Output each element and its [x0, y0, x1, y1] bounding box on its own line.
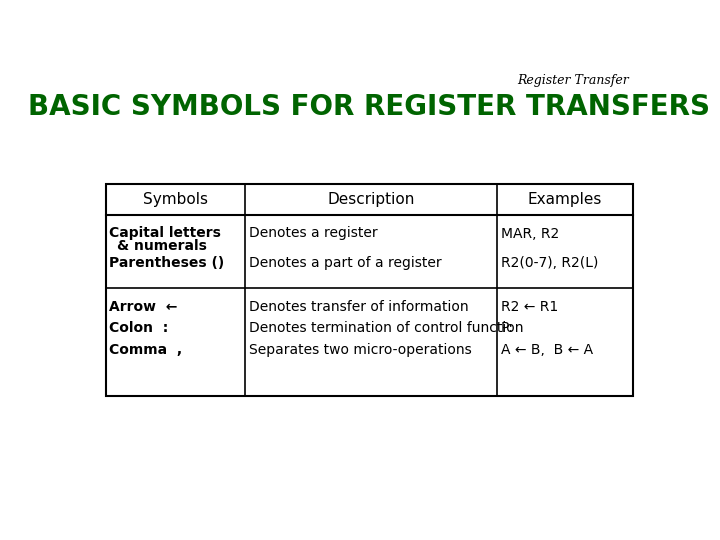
Text: P:: P: — [500, 321, 514, 335]
Text: Denotes a register: Denotes a register — [249, 226, 377, 240]
Text: & numerals: & numerals — [117, 239, 207, 253]
Text: Capital letters: Capital letters — [109, 226, 221, 240]
Text: Examples: Examples — [528, 192, 602, 207]
Text: Denotes termination of control function: Denotes termination of control function — [249, 321, 523, 335]
Text: Denotes a part of a register: Denotes a part of a register — [249, 256, 441, 270]
Text: Arrow  ←: Arrow ← — [109, 300, 178, 314]
Text: A ← B,  B ← A: A ← B, B ← A — [500, 343, 593, 357]
Text: BASIC SYMBOLS FOR REGISTER TRANSFERS: BASIC SYMBOLS FOR REGISTER TRANSFERS — [28, 93, 710, 121]
Text: Separates two micro-operations: Separates two micro-operations — [249, 343, 472, 357]
Text: Denotes transfer of information: Denotes transfer of information — [249, 300, 469, 314]
Text: Comma  ,: Comma , — [109, 343, 182, 357]
Text: MAR, R2: MAR, R2 — [500, 226, 559, 240]
Text: Symbols: Symbols — [143, 192, 208, 207]
Text: R2 ← R1: R2 ← R1 — [500, 300, 558, 314]
Bar — [106, 184, 632, 396]
Text: R2(0-7), R2(L): R2(0-7), R2(L) — [500, 256, 598, 270]
Text: Colon  :: Colon : — [109, 321, 168, 335]
Text: Parentheses (): Parentheses () — [109, 256, 225, 270]
Text: Register Transfer: Register Transfer — [517, 74, 629, 87]
Text: Description: Description — [328, 192, 415, 207]
